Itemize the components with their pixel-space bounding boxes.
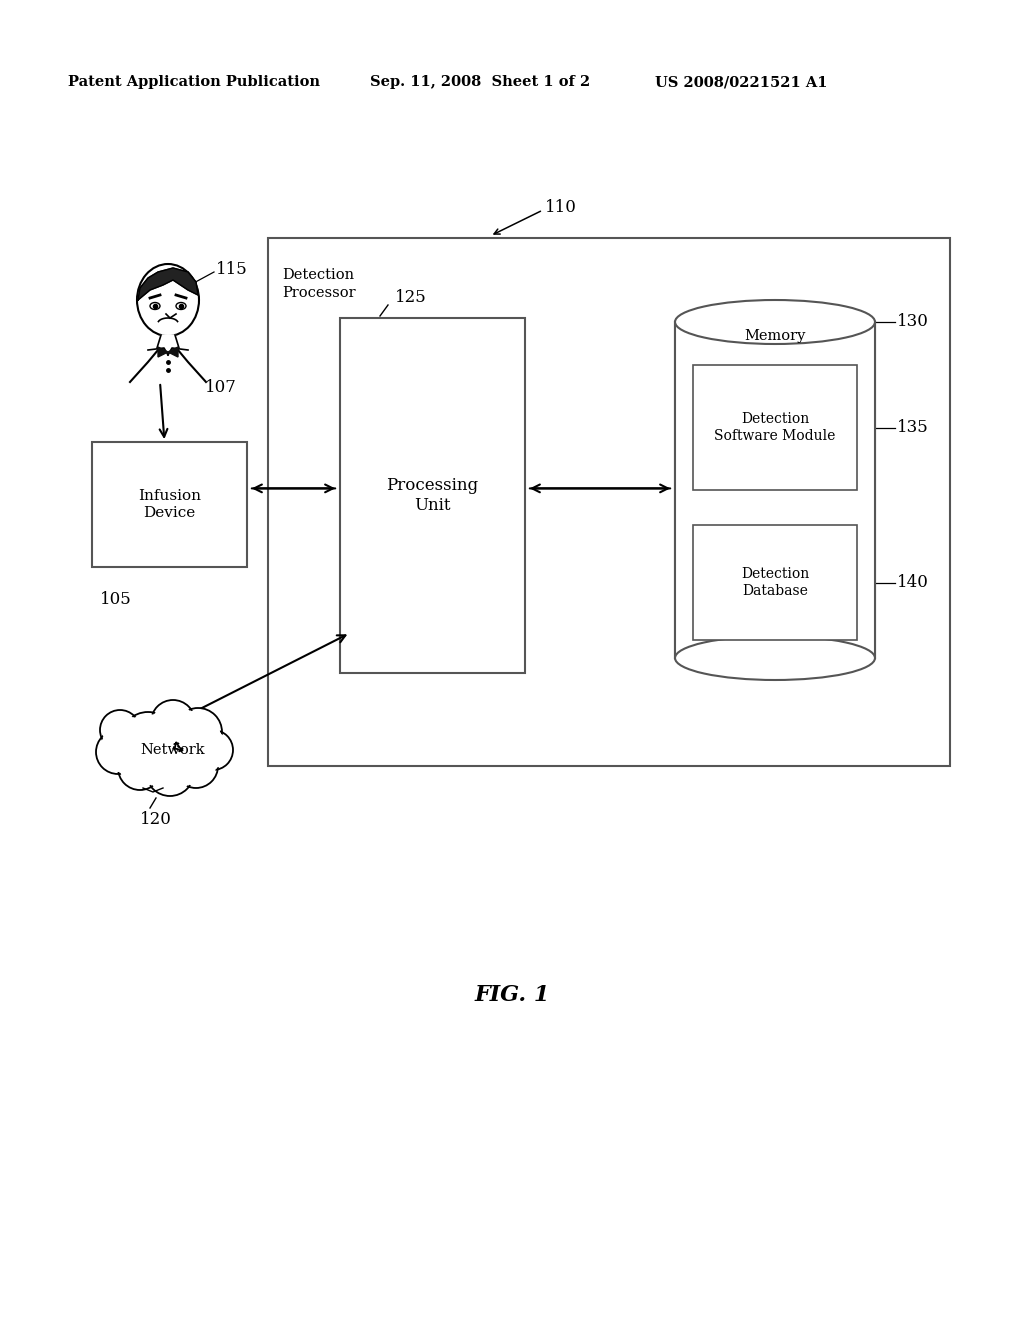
Text: Memory: Memory [744,329,806,343]
Polygon shape [158,347,168,356]
Text: Detection
Processor: Detection Processor [282,268,355,301]
Bar [675,300,874,680]
Text: Sep. 11, 2008  Sheet 1 of 2: Sep. 11, 2008 Sheet 1 of 2 [370,75,590,88]
Circle shape [118,746,162,789]
Bar [92,442,247,568]
Text: 140: 140 [897,574,929,591]
Circle shape [193,730,233,770]
Circle shape [176,710,220,754]
Text: 135: 135 [897,418,929,436]
Text: Infusion
Device: Infusion Device [138,490,201,520]
Ellipse shape [176,302,186,309]
Text: FIG. 1: FIG. 1 [474,983,550,1006]
Text: Patent Application Publication: Patent Application Publication [68,75,319,88]
Circle shape [153,702,193,742]
Circle shape [122,714,174,766]
Circle shape [151,700,195,744]
Circle shape [96,730,140,774]
Ellipse shape [675,636,874,680]
Polygon shape [168,347,178,356]
Text: 120: 120 [140,812,172,829]
Text: US 2008/0221521 A1: US 2008/0221521 A1 [655,75,827,88]
Circle shape [98,733,138,772]
Polygon shape [157,335,179,348]
Text: 130: 130 [897,314,929,330]
Ellipse shape [137,264,199,337]
Bar [268,238,950,766]
Text: 125: 125 [395,289,427,306]
Text: 105: 105 [100,590,132,607]
Text: Processing
Unit: Processing Unit [386,478,478,513]
Bar [676,322,874,657]
Text: 110: 110 [545,198,577,215]
Bar [693,366,857,490]
Circle shape [174,708,222,756]
Circle shape [102,711,138,748]
Text: Network: Network [140,743,206,756]
Circle shape [174,744,218,788]
Text: Detection
Database: Detection Database [741,568,809,598]
Ellipse shape [150,302,160,309]
Bar [340,318,525,673]
Text: 107: 107 [205,380,237,396]
Bar [693,525,857,640]
Circle shape [176,746,216,785]
Circle shape [146,748,194,796]
Text: 115: 115 [216,261,248,279]
Circle shape [148,750,193,795]
Circle shape [120,711,176,768]
Circle shape [195,733,231,768]
Circle shape [120,748,160,788]
Ellipse shape [675,300,874,345]
Text: Detection
Software Module: Detection Software Module [715,412,836,442]
Polygon shape [138,268,198,300]
Circle shape [100,710,140,750]
